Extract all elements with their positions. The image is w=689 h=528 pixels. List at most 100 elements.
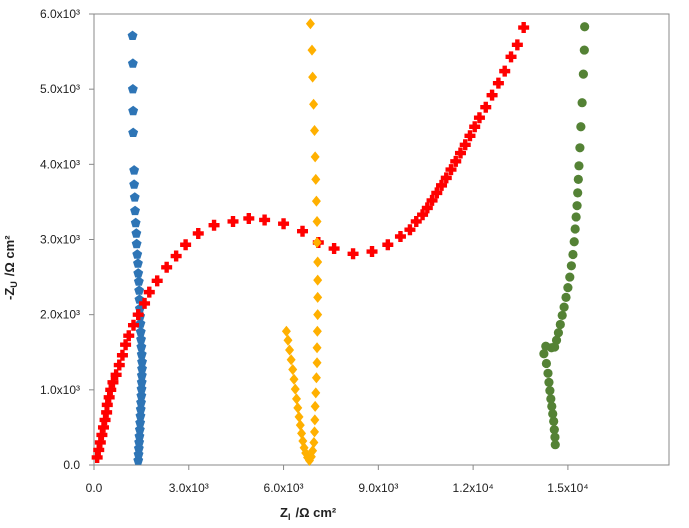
series-2-point [431,187,443,199]
series-3-point [286,354,296,366]
series-2-point [492,77,504,89]
series-3-point [311,387,321,399]
series-4-point [549,416,559,427]
y-axis-title: -ZU/Ω cm² [2,235,19,300]
series-4-point [543,368,553,378]
y-tick-label: 6.0x10³ [40,7,80,21]
series-4-point [566,261,576,271]
series-4-point [574,161,584,171]
series-4-point [545,385,555,396]
series-3-point [310,151,320,163]
y-tick-label: 4.0x10³ [40,157,80,171]
series-2-point [151,275,163,287]
series-4-point [571,212,581,222]
series-2-point [113,359,125,371]
series-2-point [120,339,132,351]
series-3-point [313,256,323,268]
series-3-point [281,325,291,337]
series-1-point [136,334,146,344]
series-4-point [549,425,559,435]
series-4-point [541,358,552,369]
y-tick-label: 1.0x10³ [40,383,80,397]
series-1-point [131,238,142,249]
series-3-point [289,373,299,385]
plot-area [93,13,670,466]
series-2-point [91,451,103,463]
series-3-point [295,419,305,431]
series-2-point [278,218,290,230]
series-4-point [553,328,564,338]
x-axis-title: ZI/Ω cm² [280,505,337,522]
series-3-point [294,411,304,423]
series-2-point [417,209,429,221]
series-2-point [180,239,192,251]
y-tick-label: 5.0x10³ [40,82,80,96]
series-3-point [311,173,321,185]
x-tick-label: 1.5x10⁴ [547,481,588,495]
y-axis-label-sub: U [9,281,19,288]
y-axis-label-unit: /Ω cm² [2,235,17,276]
series-1-point [129,192,140,202]
series-2-point [170,250,182,262]
series-3-point [310,426,320,438]
series-3-point [312,342,322,354]
series-4-point [559,302,569,312]
series-3-point [307,44,317,56]
y-tick-label: 3.0x10³ [40,233,80,247]
series-2-point [123,330,135,342]
series-2-point [499,65,511,77]
series-2-point [93,444,105,456]
series-3-point [313,274,323,286]
y-tick-label: 0.0 [63,458,80,472]
series-1-point [132,249,143,259]
series-3-point [309,98,319,110]
series-3-point [290,383,300,395]
series-2-point [105,384,117,396]
series-1-point [128,105,139,116]
series-2-point [208,219,220,231]
series-2-point [426,194,438,206]
series-4-point [550,440,560,450]
series-1-point [137,356,147,367]
series-2-point [297,225,309,237]
series-4-point [573,174,583,184]
series-4-point [541,341,551,351]
series-2-point [480,101,492,113]
series-2-point [116,349,128,361]
series-2-point [101,399,113,411]
series-1-point [135,326,146,337]
series-1-point [136,349,147,359]
series-4-point [569,237,579,247]
series-2-point [459,139,471,151]
series-1-point [130,217,141,228]
series-4-point [578,69,588,79]
series-4-point [539,349,549,359]
series-1-point [129,179,140,189]
series-4-point [544,377,554,387]
series-4-point [575,143,585,153]
series-1-point [133,268,144,278]
series-2-point [161,261,173,273]
series-2-point [94,436,106,448]
series-1-point [127,30,138,40]
series-3-point [312,215,322,227]
series-2-point [259,214,271,226]
series-2-point [107,376,119,388]
series-2-point [382,239,394,251]
series-1-point [133,258,143,268]
series-2-point [227,215,239,227]
series-1-point [127,84,138,94]
series-3-point [312,357,322,369]
series-2-point [103,391,115,403]
series-1-point [134,285,145,295]
series-4-point [563,283,573,293]
y-axis: 0.0 1.0x10³ 2.0x10³ 3.0x10³ 4.0x10³ 5.0x10³ 6.… [40,7,94,472]
series-3-point [297,427,307,439]
series-2-point [366,246,378,258]
series-3-point [312,237,322,249]
series-2-point [347,248,359,260]
series-4-point [570,224,580,234]
series-4-point [555,319,565,330]
series-3-point [285,344,295,356]
